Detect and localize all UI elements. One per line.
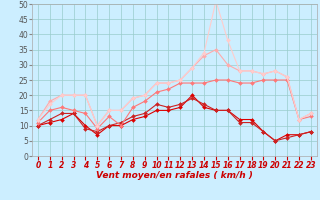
X-axis label: Vent moyen/en rafales ( km/h ): Vent moyen/en rafales ( km/h ) — [96, 171, 253, 180]
